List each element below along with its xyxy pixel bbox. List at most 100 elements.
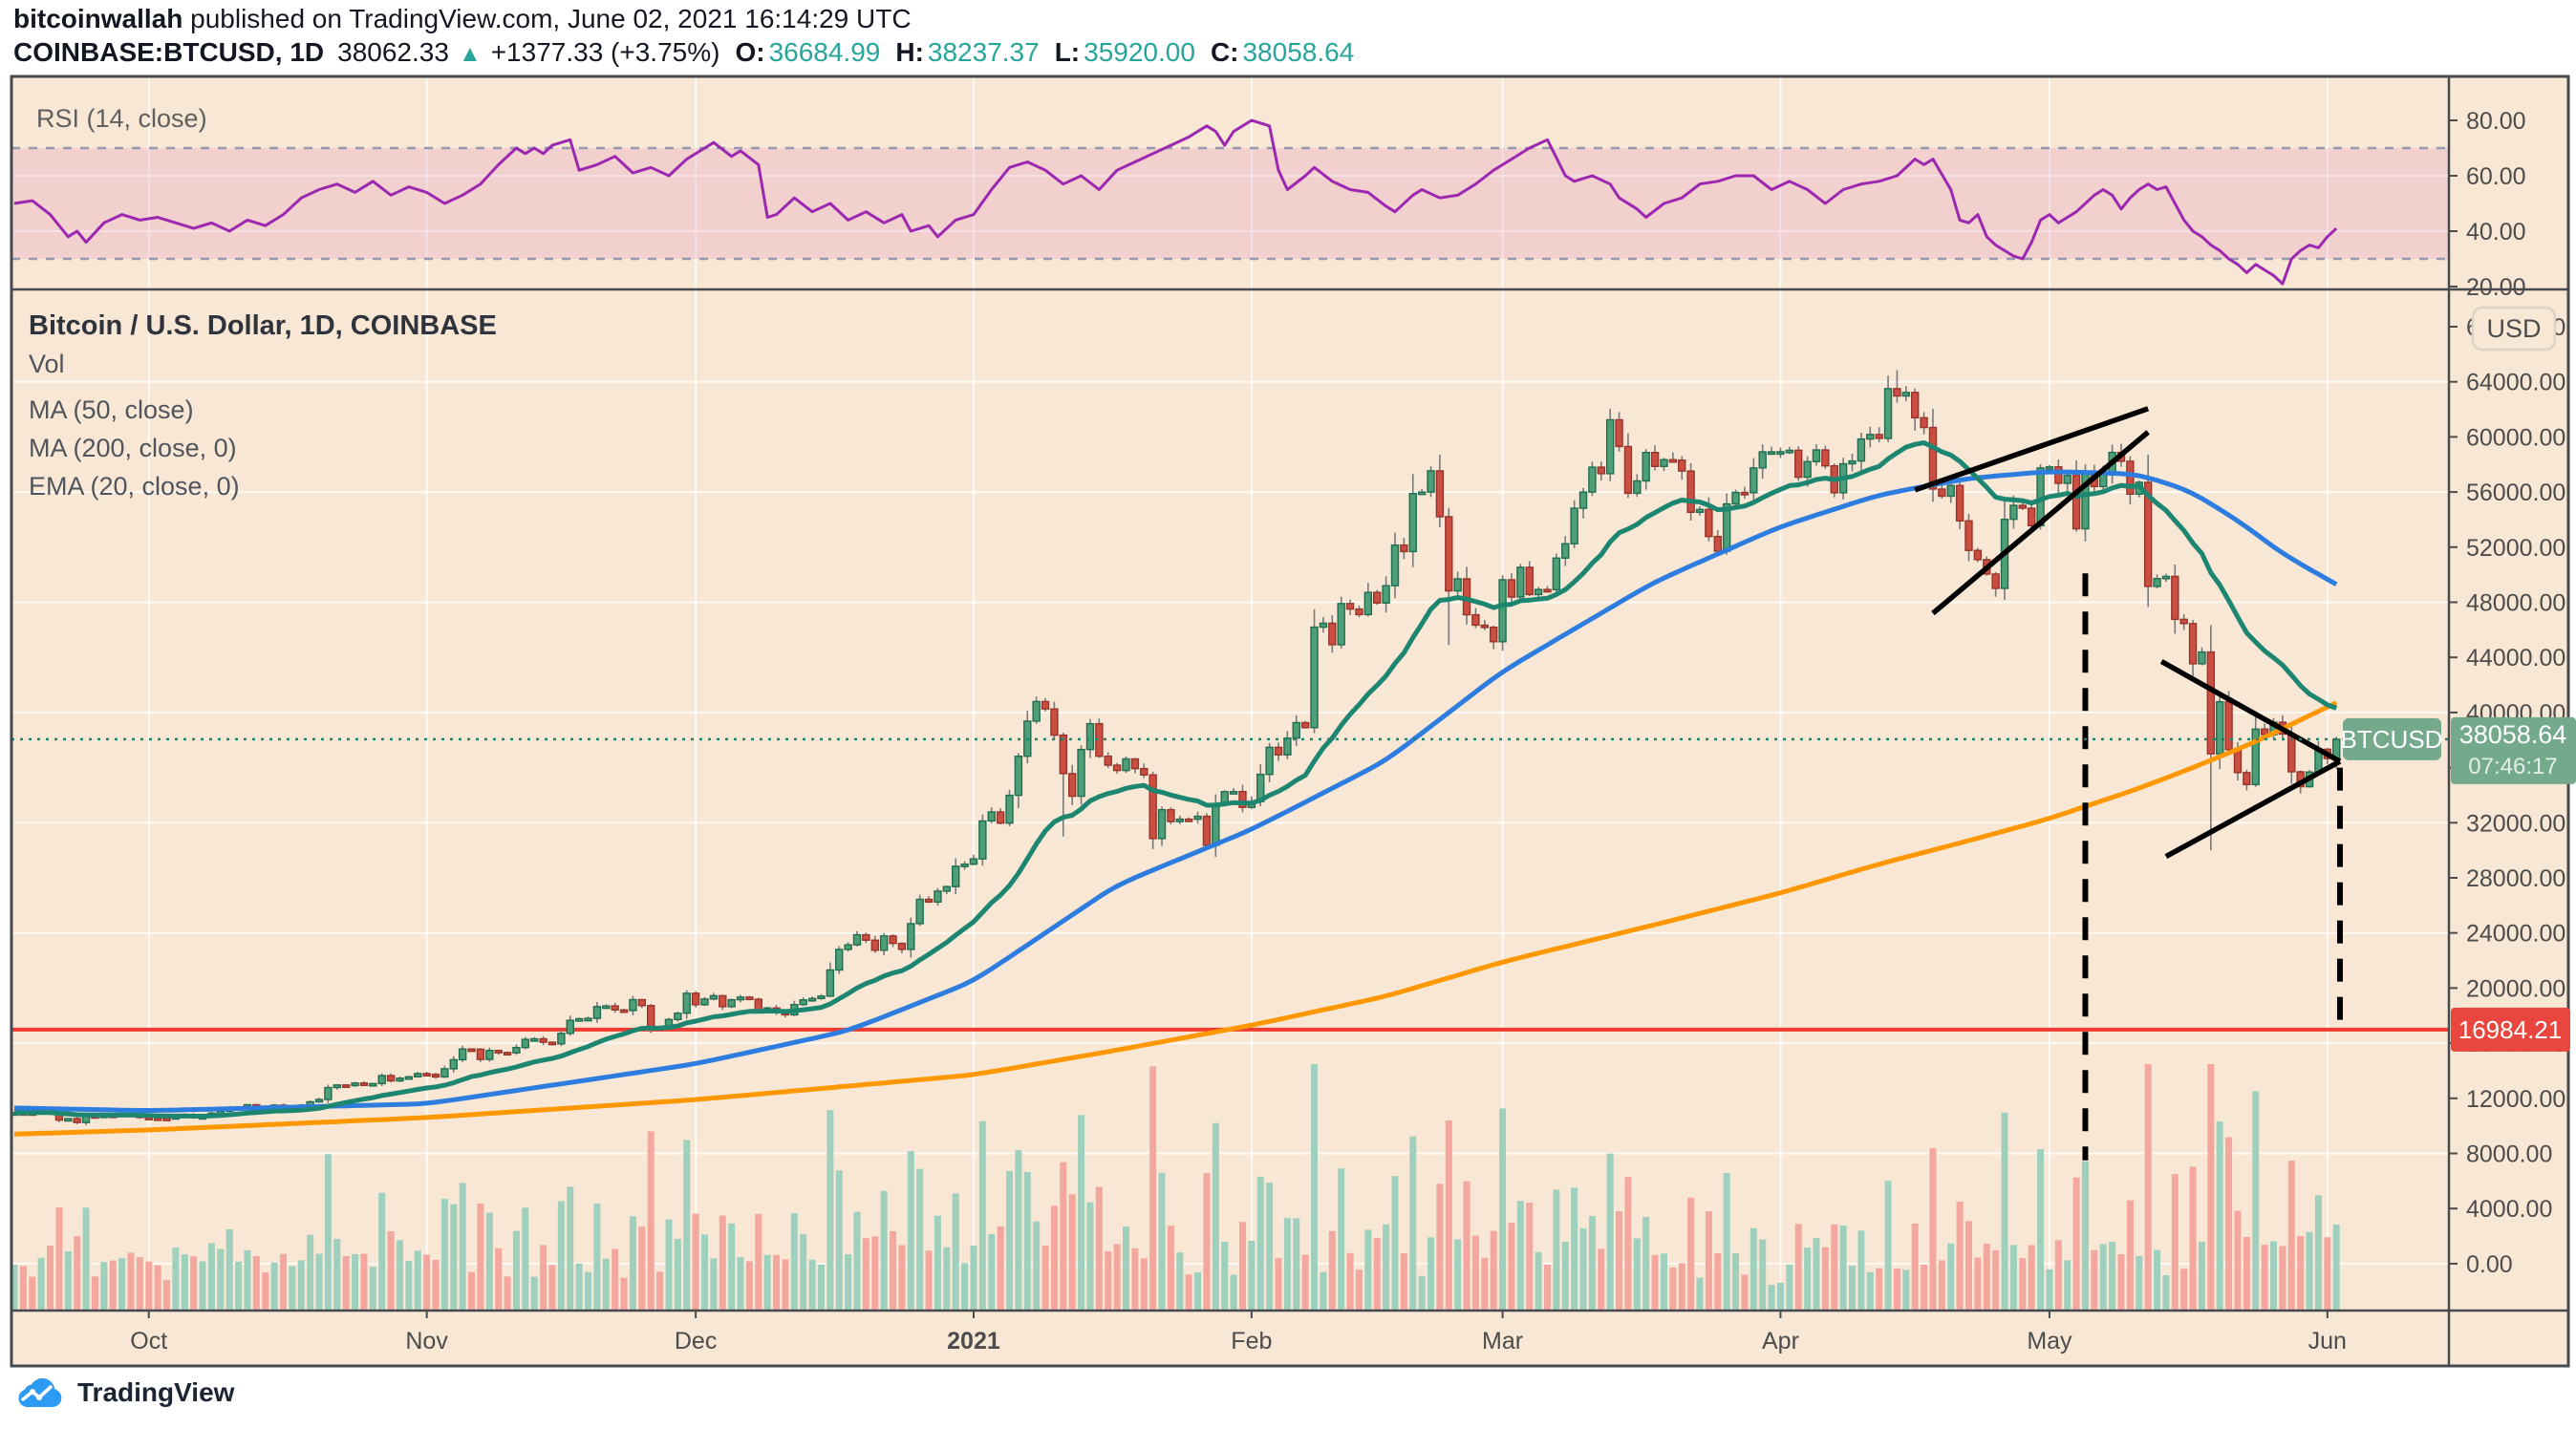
candle-body — [2045, 466, 2054, 470]
volume-bar — [2072, 1177, 2080, 1311]
volume-bar — [1131, 1248, 1139, 1311]
time-axis-label: May — [2027, 1328, 2072, 1354]
wedge-upper-trendline[interactable] — [1914, 406, 2150, 493]
volume-bar — [952, 1193, 959, 1311]
candle-body — [987, 811, 996, 822]
candle-body — [1848, 459, 1857, 465]
volume-bar — [656, 1271, 664, 1311]
price-change: +1377.33 (+3.75%) — [490, 37, 720, 67]
candle-body — [1767, 451, 1776, 456]
volume-bar — [1508, 1223, 1515, 1311]
candle-body — [915, 898, 924, 925]
rsi-legend[interactable]: RSI (14, close) — [36, 104, 207, 133]
pane-backgrounds — [11, 76, 2568, 1366]
time-axis[interactable]: Oct Nov Dec 2021 Feb Mar Apr May Jun — [11, 1311, 2568, 1366]
main-legend-row[interactable]: MA (200, close, 0) — [29, 434, 237, 462]
volume-bar — [199, 1261, 206, 1311]
price-axis-label: 60000.00 — [2466, 424, 2565, 451]
wedge-lower-trendline[interactable] — [1931, 430, 2150, 616]
candle-body — [431, 1074, 440, 1078]
candle-body — [1283, 736, 1292, 756]
candle-body — [1866, 434, 1875, 440]
open-value: 36684.99 — [768, 37, 881, 67]
tradingview-cloud-icon — [18, 1377, 62, 1407]
main-legend-row[interactable]: EMA (20, close, 0) — [29, 472, 240, 501]
candle-body — [1812, 449, 1821, 462]
candle-body — [1686, 470, 1695, 514]
volume-bar — [29, 1276, 36, 1311]
trendline-annotations[interactable] — [1914, 406, 2343, 1161]
main-legend-title[interactable]: Bitcoin / U.S. Dollar, 1D, COINBASE — [29, 310, 497, 341]
candle-body — [2009, 504, 2018, 521]
moving-averages[interactable] — [13, 440, 2338, 1137]
volume-bar — [100, 1262, 108, 1311]
volume-series[interactable] — [11, 1064, 2340, 1311]
pennant-upper-trendline[interactable] — [2159, 659, 2342, 764]
volume-bar — [1328, 1230, 1336, 1311]
candle-body — [1615, 418, 1623, 448]
volume-bar — [1911, 1224, 1919, 1311]
close-label: C: — [1210, 37, 1239, 67]
candle-body — [1167, 808, 1175, 822]
candle-body — [2143, 481, 2153, 587]
candle-body — [1938, 488, 1946, 498]
candle-body — [2188, 623, 2198, 665]
candle-body — [1552, 557, 1561, 591]
volume-bar — [235, 1261, 243, 1311]
volume-bar — [1373, 1238, 1381, 1311]
up-triangle-icon: ▲ — [458, 41, 482, 67]
candle-body — [691, 992, 700, 1006]
rsi-line — [13, 118, 2338, 286]
time-axis-label: Oct — [130, 1328, 167, 1354]
candle-body — [1623, 445, 1633, 495]
volume-bar — [1086, 1202, 1094, 1311]
candle-body — [2063, 475, 2072, 484]
symbol-name[interactable]: COINBASE:BTCUSD, 1D — [13, 37, 325, 67]
pennant-lower-trendline[interactable] — [2164, 758, 2342, 860]
volume-bar — [1050, 1205, 1058, 1311]
candle-body — [422, 1073, 431, 1077]
snapshot-header: bitcoinwallah published on TradingView.c… — [13, 2, 1354, 71]
volume-bar — [1723, 1172, 1730, 1311]
volume-bar — [1266, 1183, 1274, 1311]
main-legend-row[interactable]: MA (50, close) — [29, 395, 194, 424]
candle-body — [1794, 449, 1803, 479]
volume-bar — [2287, 1161, 2295, 1311]
volume-bar — [244, 1249, 251, 1311]
candle-body — [1713, 535, 1722, 552]
currency-badge[interactable] — [2471, 306, 2557, 352]
candle-body — [1570, 507, 1578, 544]
candle-body — [557, 1033, 566, 1045]
volume-bar — [2001, 1112, 2008, 1311]
volume-bar — [2154, 1249, 2161, 1311]
candle-body — [1059, 734, 1068, 775]
volume-bar — [1813, 1238, 1820, 1311]
candle-body — [396, 1077, 404, 1082]
volume-bar — [440, 1199, 448, 1311]
volume-bar — [2252, 1091, 2260, 1311]
candle-body — [1328, 622, 1337, 646]
candle-body — [1202, 815, 1212, 846]
volume-bar — [1301, 1254, 1309, 1311]
last-price-badge — [2451, 716, 2576, 784]
time-axis-label: Apr — [1762, 1328, 1799, 1354]
volume-bar — [907, 1151, 914, 1311]
price-axis-label: 4000.00 — [2466, 1196, 2552, 1223]
tradingview-brand[interactable]: TradingView — [12, 1374, 234, 1412]
volume-bar — [279, 1253, 287, 1311]
volume-bar — [1821, 1247, 1829, 1311]
price-axis-label: 52000.00 — [2466, 535, 2565, 562]
pane-legends[interactable]: RSI (14, close) Bitcoin / U.S. Dollar, 1D… — [29, 104, 497, 501]
volume-bar — [369, 1267, 376, 1311]
candle-body — [1041, 700, 1050, 710]
candle-body — [807, 997, 817, 1002]
time-axis-surface[interactable] — [11, 1311, 2568, 1366]
volume-bar — [136, 1257, 143, 1311]
volume-bar — [1579, 1227, 1587, 1311]
rsi-axis-label: 40.00 — [2466, 219, 2526, 245]
volume-bar — [1176, 1252, 1184, 1311]
main-legend-row[interactable]: Vol — [29, 350, 65, 378]
volume-bar — [2037, 1149, 2045, 1311]
candle-body — [1319, 622, 1328, 629]
